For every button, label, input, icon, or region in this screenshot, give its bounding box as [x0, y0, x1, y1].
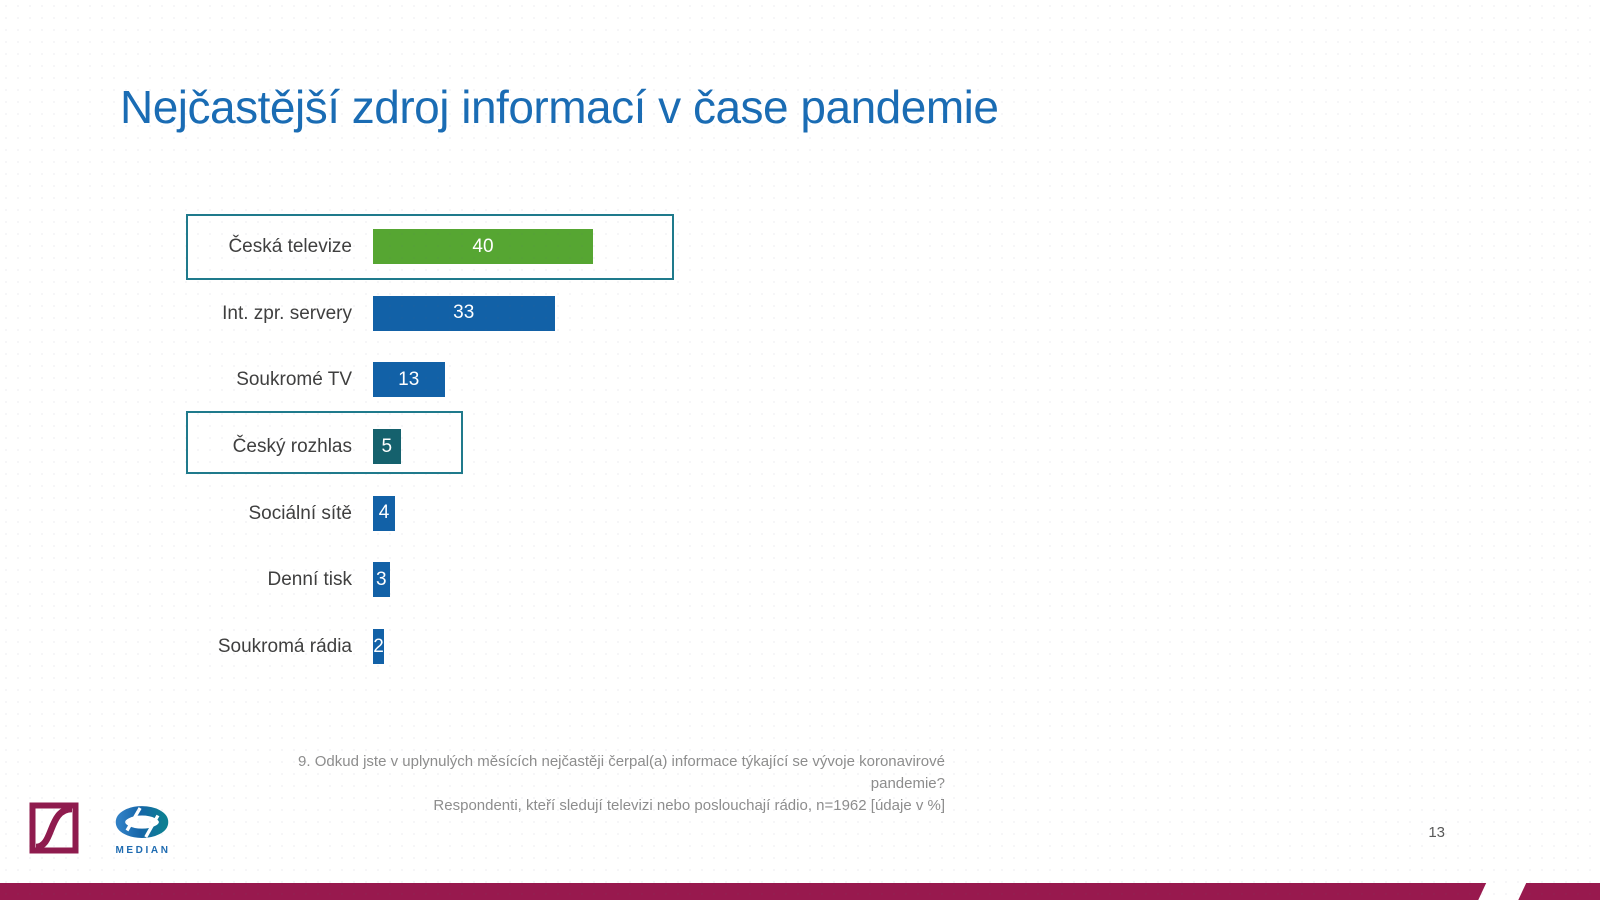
bottom-accent-bar — [0, 881, 1600, 900]
chart-row: Sociální sítě 4 — [186, 495, 746, 531]
footnote-question: 9. Odkud jste v uplynulých měsících nejč… — [298, 753, 945, 792]
bar-chart: Česká televize 40 Int. zpr. servery 33 Soukr… — [186, 214, 746, 696]
value-bar: 5 — [373, 429, 401, 465]
category-label: Soukromá rádia — [217, 636, 352, 658]
median-logo: MEDIAN — [112, 804, 172, 856]
footnote-sample: Respondenti, kteří sledují televizi nebo… — [433, 797, 945, 814]
bar-value-label: 13 — [398, 368, 420, 390]
median-loop-icon — [115, 806, 169, 838]
bar-value-label: 40 — [472, 235, 494, 257]
value-bar: 4 — [373, 495, 395, 531]
bar-value-label: 33 — [453, 302, 475, 324]
accent-bar-slash — [1476, 881, 1528, 900]
category-label: Český rozhlas — [232, 436, 352, 458]
bar-value-label: 2 — [373, 635, 384, 657]
chart-row: Český rozhlas 5 — [186, 411, 746, 475]
bar-value-label: 4 — [378, 502, 390, 524]
chart-row: Int. zpr. servery 33 — [186, 295, 746, 331]
bar-value-label: 3 — [375, 568, 387, 590]
category-label: Sociální sítě — [248, 502, 353, 524]
value-bar: 3 — [373, 562, 390, 598]
chart-row: Česká televize 40 — [186, 214, 746, 280]
value-bar: 13 — [373, 362, 445, 398]
category-label: Denní tisk — [267, 569, 352, 591]
page-number: 13 — [1428, 824, 1445, 841]
footnote: 9. Odkud jste v uplynulých měsících nejč… — [245, 751, 945, 817]
category-label: Soukromé TV — [236, 369, 352, 391]
value-bar: 40 — [373, 229, 593, 264]
median-wordmark: MEDIAN — [115, 845, 171, 856]
value-bar: 2 — [373, 629, 384, 665]
chart-row: Soukromá rádia 2 — [186, 629, 746, 665]
slide-title: Nejčastější zdroj informací v čase pande… — [120, 81, 999, 133]
bar-value-label: 5 — [381, 435, 393, 457]
chart-row: Soukromé TV 13 — [186, 362, 746, 398]
client-sigmoid-logo-icon — [29, 802, 79, 854]
category-label: Česká televize — [228, 236, 352, 257]
chart-row: Denní tisk 3 — [186, 562, 746, 598]
category-label: Int. zpr. servery — [222, 302, 352, 324]
value-bar: 33 — [373, 295, 555, 331]
